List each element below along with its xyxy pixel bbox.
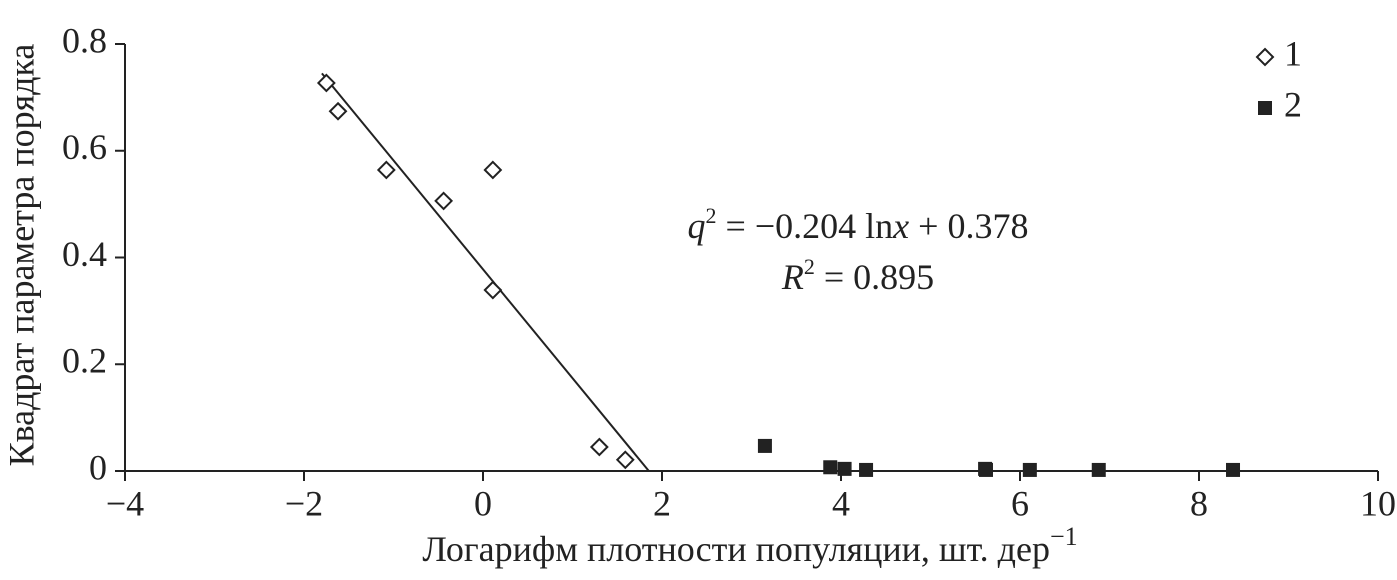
y-tick-label: 0.6: [62, 127, 107, 167]
point: [589, 437, 609, 457]
point: [483, 160, 503, 180]
x-tick-label: 8: [1190, 483, 1208, 523]
y-tick-label: 0.2: [62, 341, 107, 381]
legend-label: 2: [1284, 84, 1302, 124]
x-axis-label-sup: −1: [1050, 522, 1078, 551]
r2-part: = 0.895: [815, 257, 934, 297]
x-tick-label: 10: [1360, 483, 1396, 523]
point: [434, 191, 454, 211]
point: [328, 101, 348, 121]
r-squared: R2 = 0.895: [781, 254, 934, 297]
r2-part: 2: [804, 254, 815, 279]
x-tick-label: 4: [832, 483, 850, 523]
legend-marker: [1258, 101, 1272, 115]
point: [376, 160, 396, 180]
eq-part: = −0.204 ln: [717, 206, 894, 246]
point: [1226, 462, 1241, 477]
y-tick-label: 0: [89, 447, 107, 487]
equation: q2 = −0.204 lnx + 0.378: [688, 203, 1029, 246]
point: [823, 460, 838, 475]
y-tick-label: 0.8: [62, 20, 107, 60]
y-tick-label: 0.4: [62, 234, 107, 274]
legend-marker: [1255, 47, 1275, 67]
x-tick-label: 0: [474, 483, 492, 523]
eq-part: q: [688, 206, 706, 246]
point: [316, 73, 336, 93]
point: [615, 450, 635, 470]
point: [837, 461, 852, 476]
x-axis-label-main: Логарифм плотности популяции, шт. дер: [422, 529, 1050, 569]
point: [859, 462, 874, 477]
point: [1022, 462, 1037, 477]
point: [978, 462, 993, 477]
x-tick-label: 2: [653, 483, 671, 523]
eq-part: + 0.378: [909, 206, 1028, 246]
x-tick-label: −4: [106, 483, 144, 523]
point: [483, 280, 503, 300]
x-tick-label: −2: [285, 483, 323, 523]
x-tick-label: 6: [1011, 483, 1029, 523]
point: [1091, 462, 1106, 477]
eq-part: x: [892, 206, 909, 246]
point: [757, 438, 772, 453]
trendline: [321, 72, 650, 472]
x-axis-label: Логарифм плотности популяции, шт. дер−1: [422, 522, 1077, 569]
y-axis-label: Квадрат параметра порядка: [1, 44, 41, 467]
eq-part: 2: [706, 203, 717, 228]
r2-part: R: [781, 257, 804, 297]
legend-label: 1: [1284, 33, 1302, 73]
